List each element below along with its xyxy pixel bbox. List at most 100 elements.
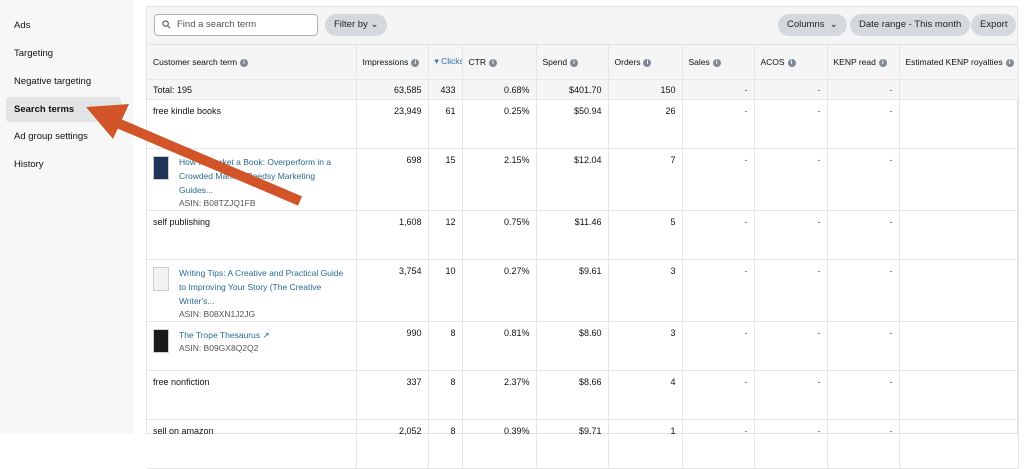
column-header-ctr[interactable]: CTR i	[462, 45, 537, 80]
search-term-cell: sell on amazon	[147, 419, 357, 469]
search-term-cell: free kindle books	[147, 99, 357, 149]
orders-cell: 1	[608, 419, 683, 469]
toolbar: Find a search term Filter by ⌄ Columns ⌄…	[147, 7, 1017, 45]
table-row: sell on amazon 2,052 8 0.39% $9.71 1- - -	[147, 419, 1019, 469]
royalties-cell	[899, 259, 1019, 322]
acos-cell: -	[754, 79, 828, 100]
table-row: How to Market a Book: Overperform in a C…	[147, 148, 1019, 211]
clicks-cell: 8	[428, 370, 463, 420]
column-header-estimated-kenp-royalties[interactable]: Estimated KENP royalties i	[899, 45, 1019, 80]
columns-button[interactable]: Columns ⌄	[778, 14, 847, 36]
spend-cell: $12.04	[536, 148, 609, 211]
impressions-cell: 63,585	[356, 79, 429, 100]
impressions-cell: 698	[356, 148, 429, 211]
column-header-kenp-read[interactable]: KENP read i	[827, 45, 900, 80]
sidebar-item-ads[interactable]: Ads	[14, 20, 31, 31]
sales-cell: -	[682, 321, 755, 371]
column-header-customer-search-term[interactable]: Customer search term i	[147, 45, 357, 80]
acos-cell: -	[754, 148, 828, 211]
acos-cell: -	[754, 99, 828, 149]
sales-cell: -	[682, 148, 755, 211]
orders-cell: 7	[608, 148, 683, 211]
table-header: Customer search term i Impressions i ▾ Click…	[147, 45, 1019, 80]
table-row: free kindle books 23,949 61 0.25% $50.94 26- -…	[147, 99, 1019, 149]
product-title-link[interactable]: How to Market a Book: Overperform in a C…	[179, 156, 332, 195]
royalties-cell	[899, 419, 1019, 469]
royalties-cell	[899, 210, 1019, 260]
asin-label: ASIN: B08XN1J2JG	[179, 308, 256, 319]
ctr-cell: 0.27%	[462, 259, 537, 322]
orders-cell: 150	[608, 79, 683, 100]
column-header-clicks[interactable]: ▾ Clicks	[428, 45, 463, 80]
column-label: Orders	[614, 56, 641, 67]
search-placeholder: Find a search term	[177, 19, 257, 30]
book-cover-image	[153, 266, 169, 291]
kenp-cell: -	[827, 99, 900, 149]
column-label: ACOS	[760, 56, 785, 67]
sidebar-item-search-terms[interactable]: Search terms	[6, 97, 121, 122]
info-icon[interactable]: i	[240, 58, 249, 67]
asin-label: ASIN: B09GX8Q2Q2	[179, 342, 259, 353]
search-input[interactable]: Find a search term	[154, 14, 318, 36]
impressions-cell: 3,754	[356, 259, 429, 322]
spend-cell: $11.46	[536, 210, 609, 260]
kenp-cell: -	[827, 79, 900, 100]
column-label: CTR	[468, 56, 486, 67]
filter-by-button[interactable]: Filter by ⌄	[325, 14, 388, 36]
product-info: The Trope Thesaurus ↗ ASIN: B09GX8Q2Q2	[179, 328, 270, 355]
sales-cell: -	[682, 370, 755, 420]
column-label: Clicks	[441, 56, 462, 67]
column-label: Spend	[542, 56, 568, 67]
info-icon[interactable]: i	[488, 58, 497, 67]
info-icon[interactable]: i	[712, 58, 721, 67]
total-row: Total: 195 63,585 433 0.68% $401.70 150- - -	[147, 79, 1019, 100]
sidebar-item-history[interactable]: History	[14, 159, 44, 170]
column-header-spend[interactable]: Spend i	[536, 45, 609, 80]
royalties-cell	[899, 370, 1019, 420]
filter-by-label: Filter by	[334, 19, 368, 30]
column-header-orders[interactable]: Orders i	[608, 45, 683, 80]
orders-cell: 5	[608, 210, 683, 260]
column-header-impressions[interactable]: Impressions i	[356, 45, 429, 80]
info-icon[interactable]: i	[1005, 58, 1014, 67]
acos-cell: -	[754, 419, 828, 469]
search-term-cell: How to Market a Book: Overperform in a C…	[147, 148, 357, 211]
clicks-cell: 8	[428, 419, 463, 469]
info-icon[interactable]: i	[411, 58, 420, 67]
date-range-button[interactable]: Date range - This month	[850, 14, 971, 36]
book-cover-image	[153, 328, 169, 353]
info-icon[interactable]: i	[878, 58, 887, 67]
sidebar-item-ad-group-settings[interactable]: Ad group settings	[14, 131, 88, 142]
column-header-sales[interactable]: Sales i	[682, 45, 755, 80]
sales-cell: -	[682, 259, 755, 322]
clicks-cell: 10	[428, 259, 463, 322]
orders-cell: 3	[608, 321, 683, 371]
product-title-link[interactable]: The Trope Thesaurus ↗	[179, 329, 270, 340]
sales-cell: -	[682, 210, 755, 260]
book-cover-image	[153, 155, 169, 180]
table-row: The Trope Thesaurus ↗ ASIN: B09GX8Q2Q2 990…	[147, 321, 1019, 371]
info-icon[interactable]: i	[570, 58, 579, 67]
ctr-cell: 0.81%	[462, 321, 537, 371]
external-link-icon[interactable]: ↗	[260, 329, 270, 340]
chevron-down-icon: ⌄	[370, 19, 379, 30]
search-term-cell: The Trope Thesaurus ↗ ASIN: B09GX8Q2Q2	[147, 321, 357, 371]
export-button[interactable]: Export	[971, 14, 1017, 36]
sidebar-item-negative-targeting[interactable]: Negative targeting	[14, 76, 92, 87]
impressions-cell: 2,052	[356, 419, 429, 469]
orders-cell: 4	[608, 370, 683, 420]
acos-cell: -	[754, 259, 828, 322]
product-title-link[interactable]: Writing Tips: A Creative and Practical G…	[179, 267, 344, 306]
info-icon[interactable]: i	[787, 58, 796, 67]
kenp-cell: -	[827, 419, 900, 469]
column-header-acos[interactable]: ACOS i	[754, 45, 828, 80]
table-row: self publishing 1,608 12 0.75% $11.46 5- - -	[147, 210, 1019, 260]
sidebar: Ads Targeting Negative targeting Search …	[0, 0, 133, 434]
clicks-cell: 8	[428, 321, 463, 371]
sidebar-item-targeting[interactable]: Targeting	[14, 48, 54, 59]
info-icon[interactable]: i	[643, 58, 652, 67]
product-info: How to Market a Book: Overperform in a C…	[179, 155, 350, 210]
sales-cell: -	[682, 79, 755, 100]
ctr-cell: 0.75%	[462, 210, 537, 260]
table-row: free nonfiction 337 8 2.37% $8.66 4- - -	[147, 370, 1019, 420]
